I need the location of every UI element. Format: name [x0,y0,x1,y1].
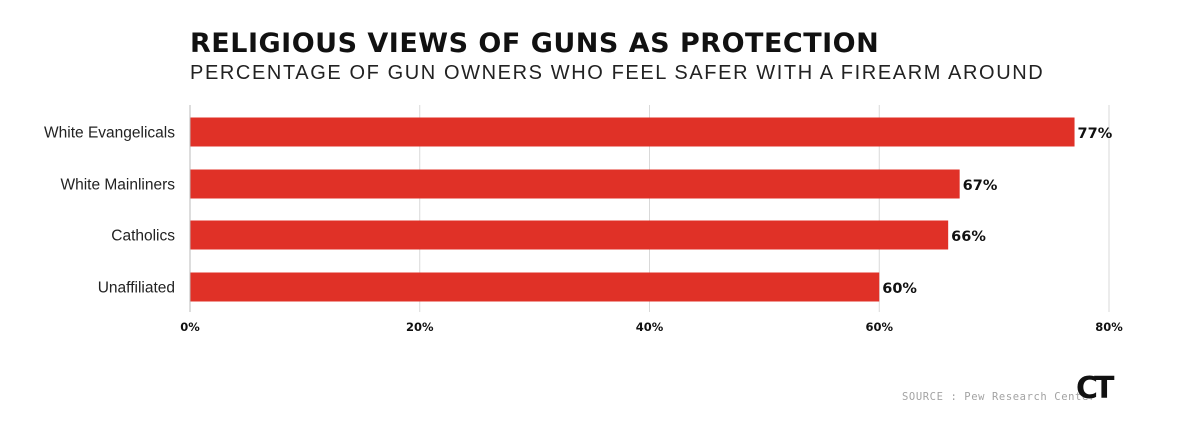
source-note: SOURCE : Pew Research Center [902,391,1096,403]
category-label: Unaffiliated [98,280,175,297]
chart-subtitle: PERCENTAGE OF GUN OWNERS WHO FEEL SAFER … [190,62,1045,84]
bar [190,117,1075,147]
ct-logo: CT [1076,371,1115,406]
bar [190,169,960,199]
x-tick-label: 20% [406,320,434,334]
x-tick-label: 80% [1095,320,1123,334]
value-label: 77% [1078,126,1113,142]
value-label: 67% [963,178,998,194]
category-label: White Evangelicals [44,125,175,142]
x-tick-label: 60% [865,320,893,334]
value-label: 60% [882,281,917,297]
x-tick-label: 40% [636,320,664,334]
chart-title: RELIGIOUS VIEWS OF GUNS AS PROTECTION [190,28,880,59]
bar [190,272,880,302]
x-tick-label: 0% [180,320,200,334]
value-label: 66% [951,229,986,245]
bar [190,220,949,250]
category-label: White Mainliners [60,177,175,194]
category-label: Catholics [111,228,175,245]
